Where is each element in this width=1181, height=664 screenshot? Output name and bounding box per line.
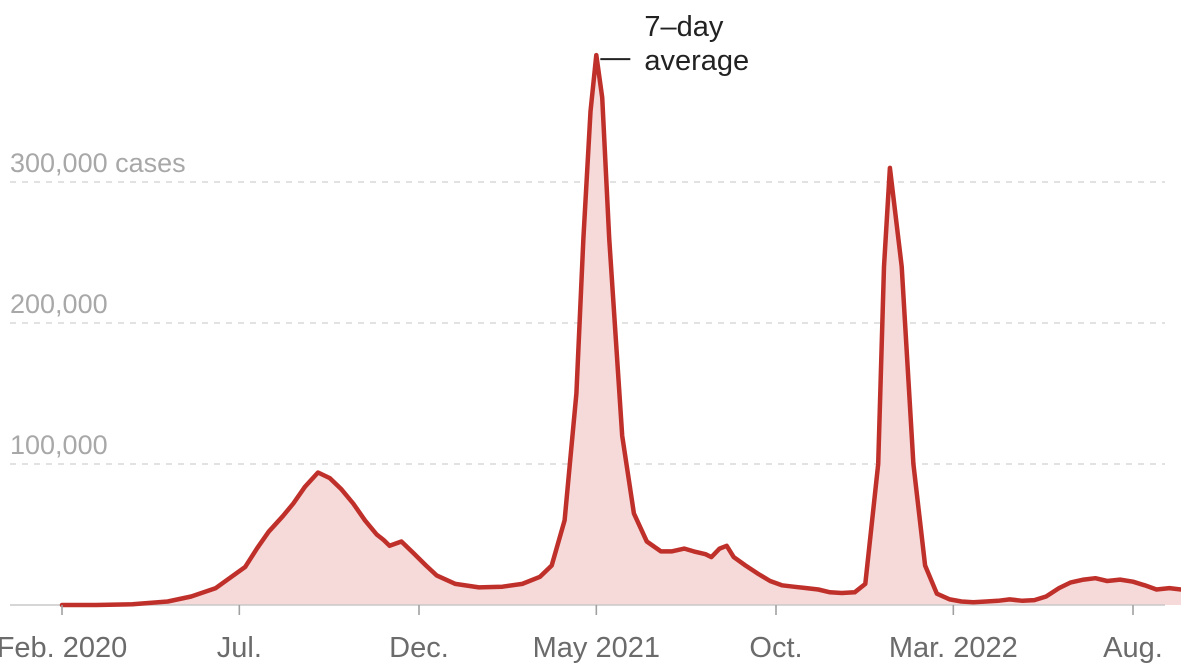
y-tick-label-0: 100,000: [10, 430, 108, 460]
y-tick-label-2: 300,000 cases: [10, 148, 186, 178]
x-tick-label-3: May 2021: [533, 632, 660, 664]
annotation-text-line-1: average: [644, 45, 749, 77]
x-tick-label-1: Jul.: [217, 632, 262, 664]
x-tick-label-2: Dec.: [389, 632, 449, 664]
y-tick-label-1: 200,000: [10, 289, 108, 319]
annotation-text-line-0: 7–day: [644, 11, 724, 43]
series-line-group: [59, 52, 1181, 608]
x-tick-label-5: Mar. 2022: [889, 632, 1018, 664]
series-area: [62, 55, 1181, 605]
x-tick-labels: Feb. 2020 Jul. Dec. May 2021 Oct. Mar. 2022 Au…: [0, 605, 1163, 664]
series-area-group: [62, 55, 1181, 605]
series-line: [59, 52, 1181, 608]
x-tick-label-0: Feb. 2020: [0, 632, 127, 664]
x-tick-label-4: Oct.: [749, 632, 802, 664]
x-tick-label-6: Aug.: [1103, 632, 1163, 664]
y-tick-labels: 100,000 200,000 300,000 cases: [10, 148, 186, 460]
